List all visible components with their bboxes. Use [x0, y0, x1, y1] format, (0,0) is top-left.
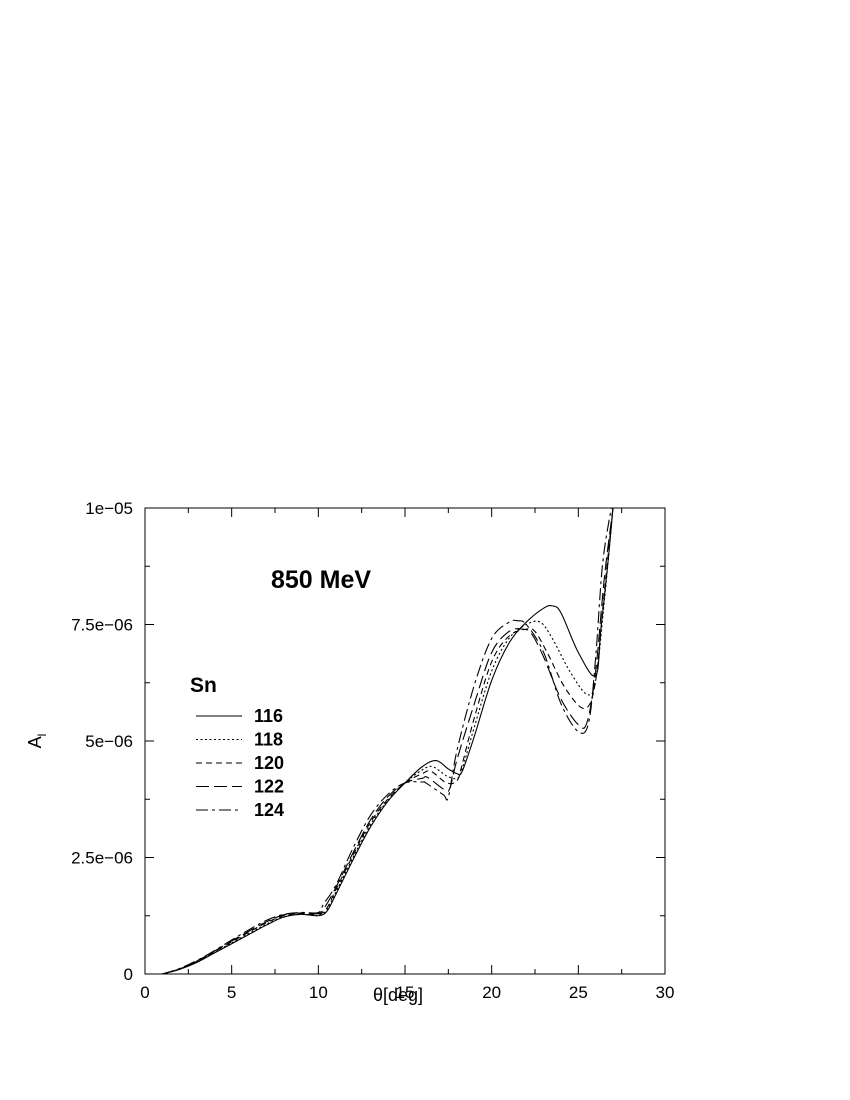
x-tick-label: 25	[569, 983, 588, 1002]
series-line-122	[162, 508, 614, 974]
x-tick-label: 5	[227, 983, 236, 1002]
y-tick-label: 5e−06	[85, 732, 133, 751]
legend-label-120: 120	[254, 753, 284, 773]
x-tick-label: 10	[309, 983, 328, 1002]
series-line-118	[162, 508, 614, 974]
series-line-116	[162, 508, 614, 974]
legend-label-118: 118	[254, 730, 283, 750]
legend-label-122: 122	[254, 777, 284, 797]
legend-title: Sn	[190, 674, 217, 697]
y-tick-label: 1e−05	[85, 499, 133, 518]
legend-label-124: 124	[254, 800, 284, 820]
x-axis-title: θ[deg]	[373, 985, 423, 1005]
y-tick-label: 7.5e−06	[71, 616, 133, 635]
legend-label-116: 116	[254, 706, 283, 726]
ticks-layer	[144, 507, 666, 975]
series-line-124	[162, 508, 612, 974]
y-tick-label: 2.5e−06	[71, 849, 133, 868]
curves-layer	[162, 508, 614, 974]
energy-annotation: 850 MeV	[271, 566, 371, 594]
plot-frame	[144, 507, 666, 975]
tick-labels-layer: 0 5 10 15 20 25 30 0 2.5e−06 5e−06 7.5e−06 1e−05	[71, 499, 674, 1002]
y-axis-title-subscript: l	[35, 734, 49, 737]
y-axis-title: Al	[25, 734, 49, 749]
x-tick-label: 30	[656, 983, 675, 1002]
x-tick-label: 20	[482, 983, 501, 1002]
x-tick-label: 0	[140, 983, 149, 1002]
x-tick-label: 15	[396, 983, 415, 1002]
legend: Sn 116 118 120 122 124	[190, 674, 284, 820]
y-tick-label: 0	[124, 965, 133, 984]
series-line-120	[162, 508, 614, 974]
svg-text:Al: Al	[25, 734, 49, 749]
y-axis-title-main: A	[25, 736, 45, 748]
